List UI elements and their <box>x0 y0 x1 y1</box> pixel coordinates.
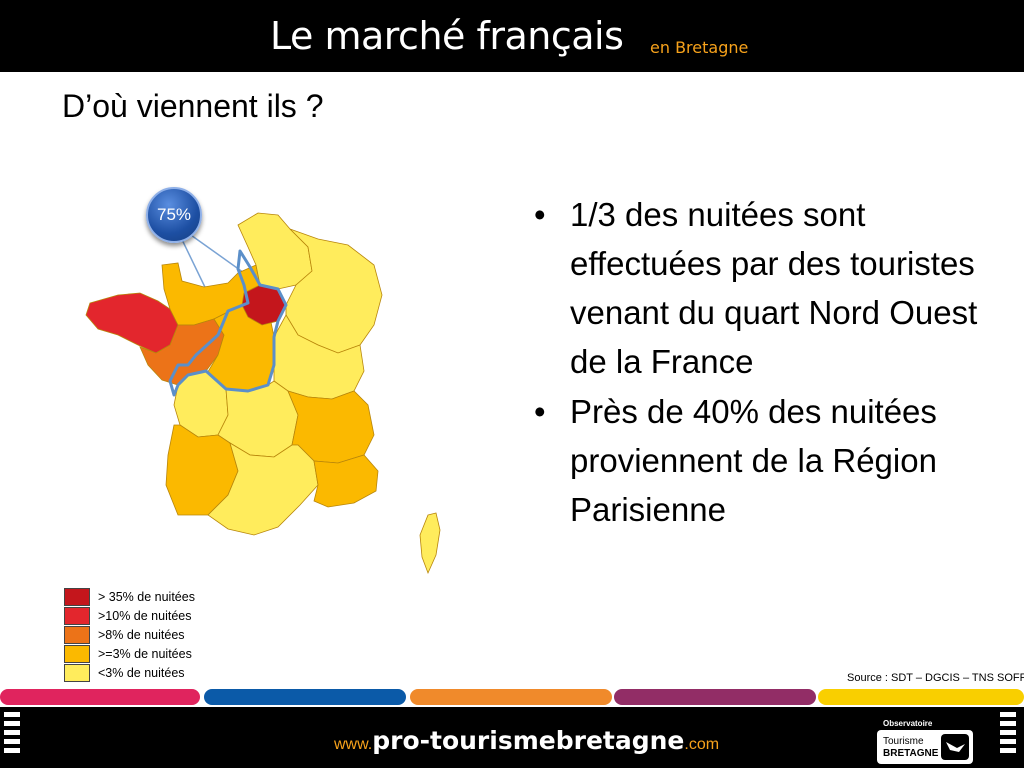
legend-swatch <box>64 607 90 625</box>
brand-title: Le marché français <box>270 14 624 58</box>
url-prefix: www. <box>334 736 373 753</box>
decor-bar-pink <box>0 689 200 705</box>
region-bretagne <box>85 292 179 354</box>
north-west-quarter-outline <box>168 249 288 397</box>
decor-bar-yellow <box>818 689 1024 705</box>
bullet-text: Près de 40% des nuitées proviennent de l… <box>570 393 937 528</box>
legend-swatch <box>64 626 90 644</box>
legend-label: >8% de nuitées <box>98 628 185 642</box>
url-suffix: .com <box>684 736 720 753</box>
logo-line-1: Tourisme <box>883 736 924 747</box>
url-main: pro-tourismebretagne <box>372 726 685 755</box>
footer-stripes-right <box>1000 712 1016 757</box>
bullet-item: • 1/3 des nuitées sont effectuées par de… <box>530 190 1000 386</box>
decor-bar-purple <box>614 689 816 705</box>
website-link[interactable]: www.pro-tourismebretagne.com <box>334 726 719 755</box>
region-corse <box>419 512 441 575</box>
decor-bar-blue <box>204 689 406 705</box>
observatoire-label: Observatoire <box>883 719 933 728</box>
legend-label: >=3% de nuitées <box>98 647 192 661</box>
legend-swatch <box>64 645 90 663</box>
legend-swatch <box>64 588 90 606</box>
percentage-badge: 75% <box>146 187 202 243</box>
footer-stripes-left <box>4 712 20 757</box>
bullet-icon: • <box>534 196 546 233</box>
page-title: D’où viennent ils ? <box>62 88 324 124</box>
region-sud-ouest <box>207 442 319 536</box>
bullet-text: 1/3 des nuitées sont effectuées par des … <box>570 196 978 380</box>
logo-line-2: BRETAGNE <box>883 748 939 759</box>
brand-subtitle: en Bretagne <box>650 38 749 57</box>
source-note: Source : SDT – DGCIS – TNS SOFRES <box>847 672 1024 684</box>
tourisme-bretagne-logo: Tourisme BRETAGNE <box>877 730 973 764</box>
footer-bar <box>0 707 1024 768</box>
bullet-item: • Près de 40% des nuitées proviennent de… <box>530 387 1000 534</box>
france-map <box>85 212 441 575</box>
legend-label: >10% de nuitées <box>98 609 192 623</box>
bullet-icon: • <box>534 393 546 430</box>
legend-label: <3% de nuitées <box>98 666 185 680</box>
decor-bar-orange <box>410 689 612 705</box>
legend-swatch <box>64 664 90 682</box>
legend-label: > 35% de nuitées <box>98 590 195 604</box>
region-paca <box>313 454 379 508</box>
bird-icon <box>941 734 969 760</box>
bullet-list: • 1/3 des nuitées sont effectuées par de… <box>530 190 1000 534</box>
header-bar: Le marché français en Bretagne <box>0 0 1024 72</box>
